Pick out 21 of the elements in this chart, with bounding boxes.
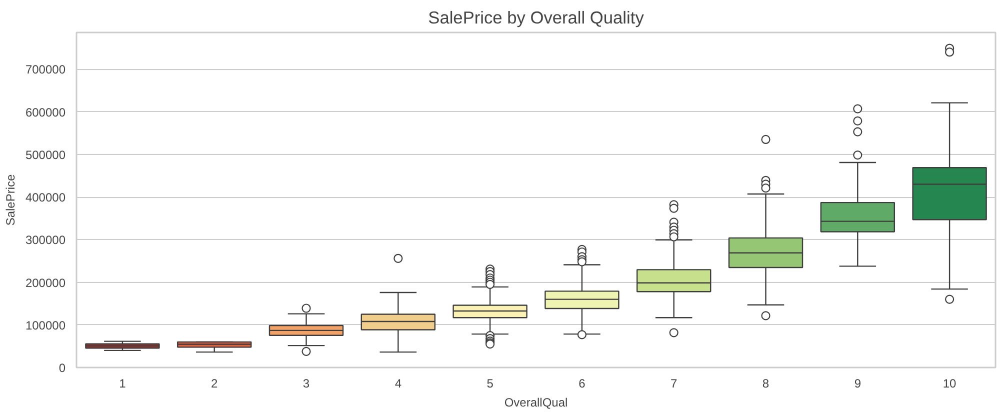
- x-axis-title: OverallQual: [504, 396, 568, 410]
- y-tick-label: 0: [58, 361, 66, 375]
- x-tick-label: 1: [119, 376, 126, 390]
- y-tick-label: 600000: [25, 105, 66, 120]
- x-tick-label: 7: [670, 376, 678, 390]
- y-axis-title: SalePrice: [3, 174, 18, 226]
- y-tick-label: 200000: [25, 276, 66, 290]
- x-tick-label: 4: [394, 376, 402, 390]
- x-tick-label: 3: [302, 376, 310, 390]
- x-tick-label: 9: [854, 376, 862, 390]
- y-tick-label: 100000: [25, 318, 66, 332]
- x-tick-label: 10: [942, 376, 957, 390]
- y-tick-label: 300000: [25, 233, 66, 248]
- chart-title: SalePrice by Overall Quality: [428, 8, 644, 28]
- x-tick-label: 2: [211, 376, 218, 390]
- y-tick-label: 700000: [25, 62, 66, 77]
- x-tick-label: 6: [578, 376, 586, 390]
- x-tick-label: 8: [762, 376, 770, 390]
- x-tick-label: 5: [486, 376, 494, 390]
- y-tick-label: 400000: [25, 190, 66, 205]
- y-tick-label: 500000: [25, 148, 66, 162]
